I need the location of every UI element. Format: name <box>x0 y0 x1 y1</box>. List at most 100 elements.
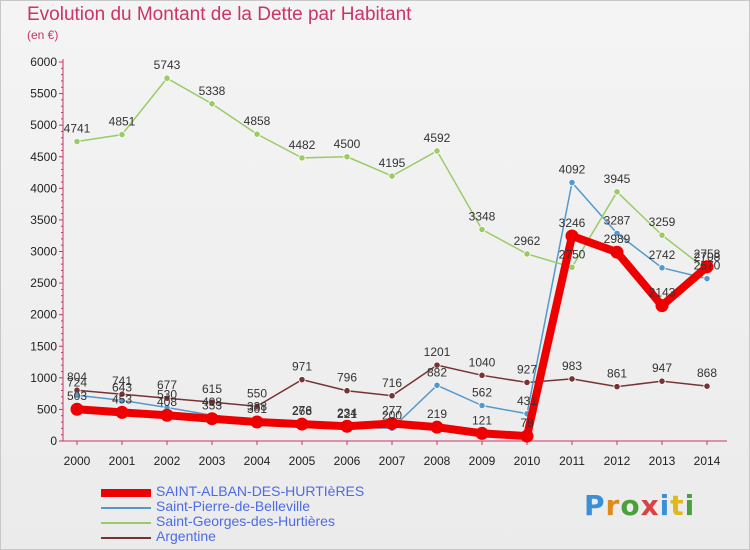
data-point <box>568 375 576 383</box>
legend-label: Saint-Georges-des-Hurtières <box>156 513 335 529</box>
data-point <box>520 429 534 443</box>
data-label: 2989 <box>604 232 631 246</box>
data-label: 2708 <box>694 250 721 264</box>
data-label: 530 <box>157 388 177 402</box>
data-label: 1040 <box>469 355 496 369</box>
x-tick-label: 2004 <box>244 454 271 468</box>
data-label: 2143 <box>649 286 676 300</box>
x-tick-label: 2008 <box>424 454 451 468</box>
y-tick-label: 500 <box>37 402 57 416</box>
x-tick-label: 2005 <box>289 454 316 468</box>
data-label: 3246 <box>559 216 586 230</box>
data-label: 927 <box>517 362 537 376</box>
y-tick-label: 2500 <box>30 276 57 290</box>
x-tick-label: 2006 <box>334 454 361 468</box>
legend-label: Argentine <box>156 528 216 544</box>
y-tick-label: 6000 <box>30 55 57 69</box>
x-tick-label: 2012 <box>604 454 631 468</box>
data-point <box>478 371 486 379</box>
data-point <box>70 402 84 416</box>
data-point <box>205 412 219 426</box>
y-tick-label: 3000 <box>30 245 57 259</box>
data-label: 408 <box>202 395 222 409</box>
data-label: 78 <box>520 416 534 430</box>
data-point <box>658 377 666 385</box>
data-point <box>658 264 666 272</box>
data-point <box>658 231 666 239</box>
data-point <box>568 178 576 187</box>
data-point <box>343 387 351 395</box>
data-label: 431 <box>517 394 537 408</box>
data-label: 562 <box>472 386 492 400</box>
data-label: 234 <box>337 406 357 420</box>
x-tick-label: 2001 <box>109 454 136 468</box>
data-point <box>703 275 711 283</box>
data-label: 277 <box>382 404 402 418</box>
data-point <box>115 405 129 419</box>
y-tick-label: 4500 <box>30 150 57 164</box>
data-label: 221 <box>337 407 357 421</box>
y-tick-label: 2000 <box>30 308 57 322</box>
legend-label: SAINT-ALBAN-DES-HURTIèRES <box>156 483 365 499</box>
data-label: 5743 <box>154 58 181 72</box>
x-tick-label: 2009 <box>469 454 496 468</box>
data-label: 338 <box>247 400 267 414</box>
data-label: 1201 <box>424 345 451 359</box>
data-label: 4092 <box>559 163 586 177</box>
data-label: 503 <box>67 389 87 403</box>
legend-swatch <box>101 537 151 539</box>
data-point <box>298 154 306 162</box>
y-tick-label: 1500 <box>30 339 57 353</box>
data-point <box>73 391 81 399</box>
data-label: 2750 <box>559 247 586 261</box>
data-point <box>253 402 261 410</box>
data-point <box>118 130 126 139</box>
data-label: 677 <box>157 378 177 392</box>
data-label: 550 <box>247 386 267 400</box>
data-point <box>340 419 354 433</box>
data-label: 301 <box>247 402 267 416</box>
y-tick-label: 0 <box>50 434 57 448</box>
x-tick-label: 2002 <box>154 454 181 468</box>
data-point <box>610 245 624 259</box>
x-tick-label: 2010 <box>514 454 541 468</box>
data-label: 408 <box>157 395 177 409</box>
data-label: 5338 <box>199 84 226 98</box>
data-label: 219 <box>427 407 447 421</box>
data-label: 796 <box>337 371 357 385</box>
data-point <box>523 250 531 258</box>
data-label: 3259 <box>649 215 676 229</box>
data-point <box>478 401 486 410</box>
data-label: 4741 <box>64 122 91 136</box>
y-tick-label: 5000 <box>30 118 57 132</box>
data-label: 4858 <box>244 114 271 128</box>
data-point <box>160 408 174 422</box>
legend-swatch <box>101 507 151 509</box>
proxiti-logo: Proxiti <box>584 489 696 522</box>
data-label: 615 <box>202 382 222 396</box>
data-point <box>565 229 579 243</box>
data-point <box>118 396 126 404</box>
data-point <box>208 398 216 406</box>
data-label: 2742 <box>649 248 676 262</box>
data-point <box>703 382 711 390</box>
data-label: 4592 <box>424 131 451 145</box>
data-point <box>208 100 216 108</box>
data-label: 3945 <box>604 172 631 186</box>
x-tick-label: 2013 <box>649 454 676 468</box>
legend-swatch <box>101 522 151 524</box>
data-point <box>475 426 489 440</box>
data-label: 4500 <box>334 137 361 151</box>
legend-label: Saint-Pierre-de-Belleville <box>156 498 311 514</box>
data-label: 4195 <box>379 156 406 170</box>
data-point <box>433 381 441 389</box>
data-point <box>73 137 81 146</box>
data-label: 861 <box>607 367 627 381</box>
data-point <box>253 130 261 138</box>
data-label: 200 <box>382 408 402 422</box>
data-label: 3287 <box>604 213 631 227</box>
y-tick-label: 5500 <box>30 87 57 101</box>
data-label: 4851 <box>109 115 136 129</box>
